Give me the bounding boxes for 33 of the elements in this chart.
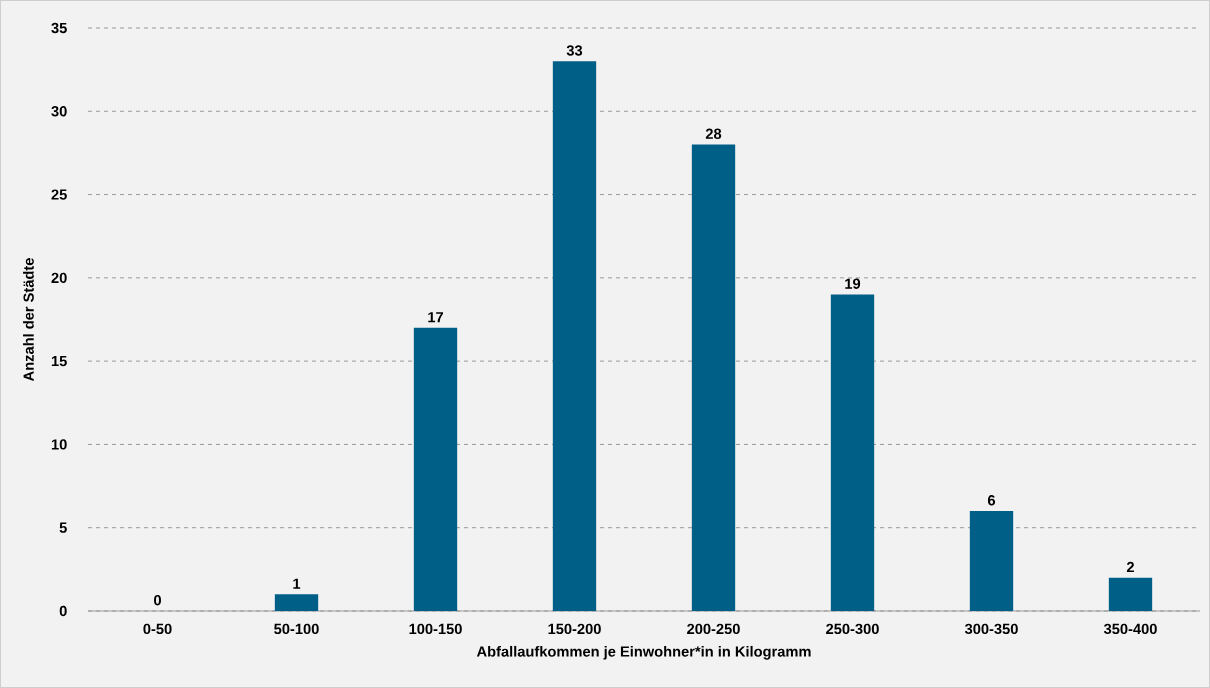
data-label: 17 [428,312,444,323]
y-tick-label: 25 [51,189,67,200]
data-label: 6 [987,495,996,506]
bar [830,294,875,611]
bar [413,327,458,611]
y-tick-label: 35 [51,22,67,34]
y-axis-title: Anzahl der Städte [23,258,34,382]
x-tick-label: 50-100 [274,623,319,635]
data-label: 2 [1126,561,1134,573]
y-tick-label: 10 [51,439,67,450]
bar [691,144,736,611]
bar [552,61,597,611]
data-label: 1 [293,578,301,589]
y-tick-label: 0 [59,605,67,617]
x-tick-label: 100-150 [409,623,462,635]
x-axis-title: Abfallaufkommen je Einwohner*in in Kilogramm [476,645,811,660]
data-label: 0 [154,595,161,606]
data-label: 28 [705,128,722,139]
x-tick-label: 350-400 [1103,623,1157,635]
x-tick-label: 250-300 [826,623,879,635]
y-tick-label: 20 [51,272,67,284]
x-tick-label: 200-250 [687,623,740,635]
x-tick-label: 300-350 [964,623,1018,635]
data-label: 33 [566,45,583,56]
x-tick-label: 0-50 [143,623,172,635]
y-tick-label: 15 [51,356,67,367]
y-tick-label: 5 [59,522,67,533]
y-tick-label: 30 [51,106,67,117]
bar [969,511,1014,611]
x-tick-label: 150-200 [548,623,601,635]
bar [1108,577,1153,611]
data-label: 19 [845,278,861,289]
bar [274,594,319,611]
